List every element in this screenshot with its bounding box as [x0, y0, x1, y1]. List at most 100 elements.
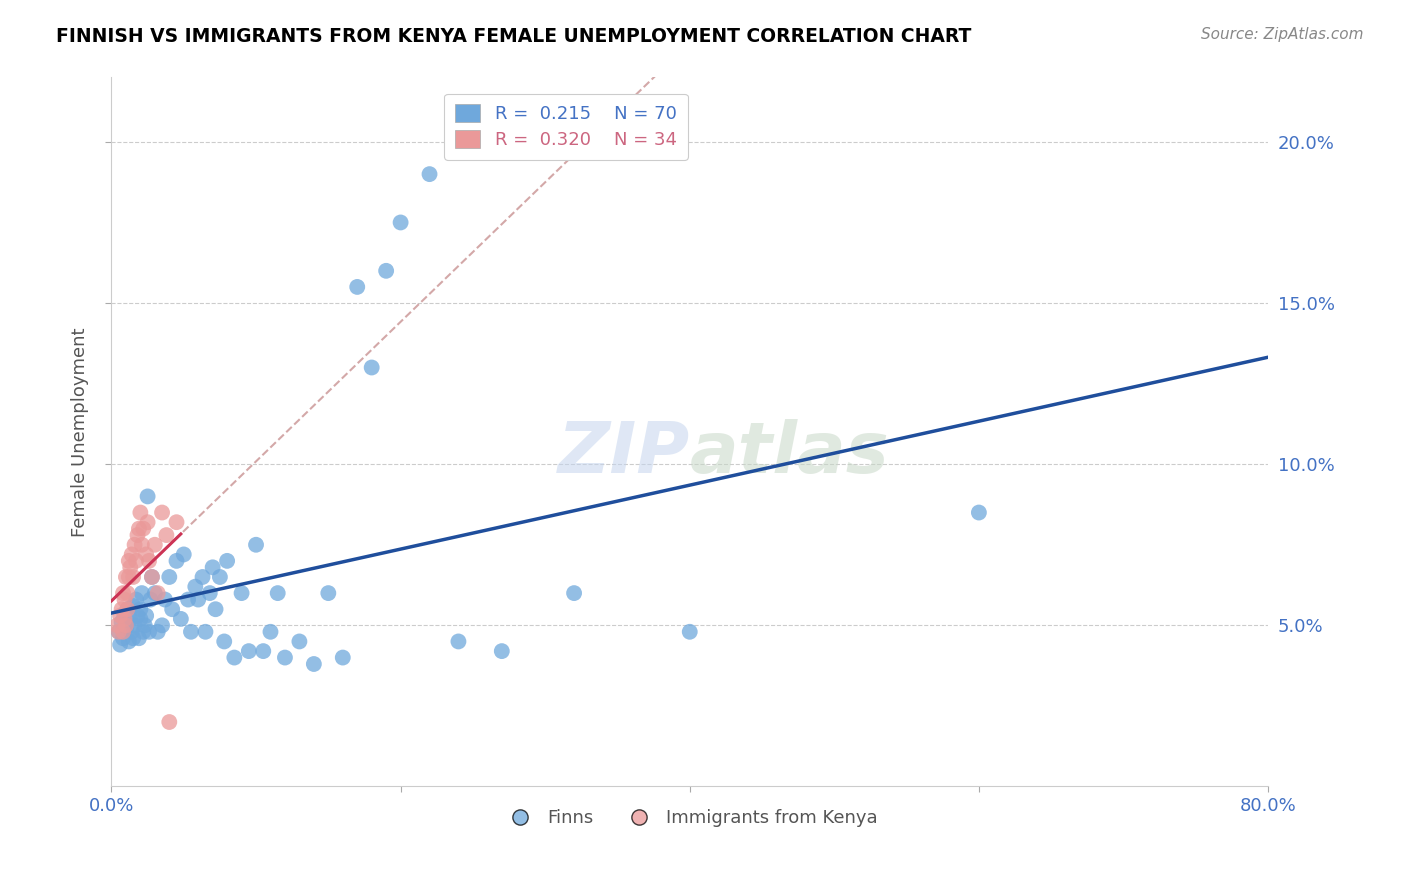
- Point: [117, 602, 139, 616]
- Point: [170, 612, 193, 626]
- Point: [389, 215, 412, 229]
- Text: ZIP: ZIP: [558, 418, 690, 488]
- Point: [115, 618, 138, 632]
- Point: [204, 602, 226, 616]
- Point: [129, 506, 152, 520]
- Point: [115, 570, 138, 584]
- Point: [267, 586, 290, 600]
- Point: [108, 638, 131, 652]
- Point: [274, 650, 297, 665]
- Point: [238, 644, 260, 658]
- Point: [134, 618, 156, 632]
- Point: [231, 586, 253, 600]
- Point: [127, 528, 149, 542]
- Point: [138, 554, 160, 568]
- Point: [110, 602, 132, 616]
- Point: [107, 624, 129, 639]
- Point: [122, 599, 145, 613]
- Point: [212, 634, 235, 648]
- Point: [318, 586, 340, 600]
- Point: [146, 586, 169, 600]
- Point: [129, 602, 152, 616]
- Point: [447, 634, 470, 648]
- Point: [127, 608, 149, 623]
- Point: [245, 538, 267, 552]
- Point: [150, 618, 173, 632]
- Point: [128, 632, 150, 646]
- Point: [112, 586, 135, 600]
- Point: [118, 554, 141, 568]
- Point: [562, 586, 585, 600]
- Point: [194, 624, 217, 639]
- Point: [129, 612, 152, 626]
- Point: [155, 528, 177, 542]
- Point: [967, 506, 990, 520]
- Point: [112, 624, 135, 639]
- Point: [360, 360, 382, 375]
- Point: [187, 592, 209, 607]
- Point: [124, 618, 146, 632]
- Point: [146, 624, 169, 639]
- Text: Source: ZipAtlas.com: Source: ZipAtlas.com: [1201, 27, 1364, 42]
- Point: [139, 592, 162, 607]
- Point: [252, 644, 274, 658]
- Point: [118, 570, 141, 584]
- Point: [114, 592, 136, 607]
- Point: [491, 644, 513, 658]
- Point: [136, 490, 159, 504]
- Point: [132, 522, 155, 536]
- Y-axis label: Female Unemployment: Female Unemployment: [72, 327, 89, 537]
- Point: [302, 657, 325, 671]
- Text: atlas: atlas: [690, 418, 890, 488]
- Point: [135, 548, 157, 562]
- Point: [135, 608, 157, 623]
- Point: [346, 280, 368, 294]
- Text: FINNISH VS IMMIGRANTS FROM KENYA FEMALE UNEMPLOYMENT CORRELATION CHART: FINNISH VS IMMIGRANTS FROM KENYA FEMALE …: [56, 27, 972, 45]
- Point: [166, 554, 188, 568]
- Point: [124, 538, 146, 552]
- Point: [120, 560, 142, 574]
- Point: [191, 570, 214, 584]
- Point: [118, 634, 141, 648]
- Point: [418, 167, 440, 181]
- Point: [110, 615, 132, 629]
- Point: [679, 624, 702, 639]
- Point: [166, 515, 188, 529]
- Point: [224, 650, 246, 665]
- Point: [114, 612, 136, 626]
- Point: [131, 538, 153, 552]
- Point: [105, 618, 128, 632]
- Point: [122, 570, 145, 584]
- Point: [259, 624, 281, 639]
- Point: [217, 554, 239, 568]
- Point: [136, 515, 159, 529]
- Point: [117, 602, 139, 616]
- Point: [180, 624, 202, 639]
- Point: [143, 586, 166, 600]
- Point: [208, 570, 231, 584]
- Point: [115, 622, 138, 636]
- Point: [117, 586, 139, 600]
- Point: [141, 570, 163, 584]
- Point: [108, 608, 131, 623]
- Point: [157, 570, 180, 584]
- Point: [153, 592, 176, 607]
- Point: [114, 608, 136, 623]
- Point: [173, 548, 195, 562]
- Point: [141, 570, 163, 584]
- Point: [122, 632, 145, 646]
- Point: [288, 634, 311, 648]
- Point: [125, 554, 148, 568]
- Point: [132, 624, 155, 639]
- Point: [375, 264, 398, 278]
- Point: [157, 714, 180, 729]
- Point: [125, 592, 148, 607]
- Point: [160, 602, 183, 616]
- Point: [198, 586, 221, 600]
- Point: [184, 580, 207, 594]
- Point: [177, 592, 200, 607]
- Legend: Finns, Immigrants from Kenya: Finns, Immigrants from Kenya: [495, 802, 884, 834]
- Point: [115, 618, 138, 632]
- Point: [121, 624, 143, 639]
- Point: [201, 560, 224, 574]
